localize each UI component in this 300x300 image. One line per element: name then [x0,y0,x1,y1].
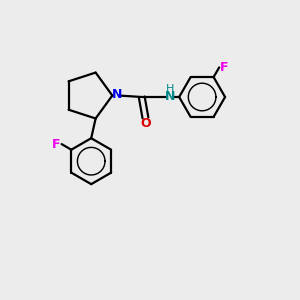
Text: H: H [166,84,175,94]
Text: F: F [52,138,60,151]
Text: N: N [165,91,175,103]
Text: O: O [140,117,151,130]
Text: F: F [220,61,228,74]
Text: N: N [112,88,122,101]
